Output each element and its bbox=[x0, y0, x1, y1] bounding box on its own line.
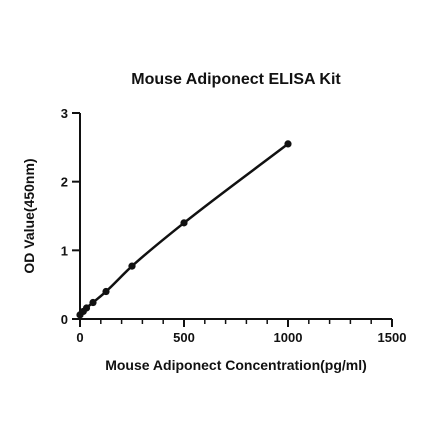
y-axis-label: OD Value(450nm) bbox=[21, 158, 37, 273]
fit-curve bbox=[79, 142, 289, 316]
chart-title: Mouse Adiponect ELISA Kit bbox=[131, 71, 341, 88]
y-axis-ticks: 0 1 2 3 bbox=[61, 106, 80, 327]
x-tick-label: 1000 bbox=[274, 330, 303, 345]
x-axis-ticks: 0 500 1000 1500 bbox=[76, 319, 406, 345]
data-point bbox=[102, 287, 110, 296]
data-point bbox=[180, 219, 188, 227]
data-point bbox=[89, 298, 97, 307]
y-tick-label: 0 bbox=[61, 312, 68, 327]
data-points bbox=[76, 140, 292, 319]
y-tick-label: 3 bbox=[61, 106, 68, 121]
data-point bbox=[128, 262, 136, 270]
data-point bbox=[284, 140, 292, 148]
x-tick-label: 500 bbox=[173, 330, 195, 345]
x-tick-label: 0 bbox=[76, 330, 83, 345]
x-tick-label: 1500 bbox=[378, 330, 407, 345]
y-tick-label: 2 bbox=[61, 175, 68, 190]
x-axis-label: Mouse Adiponect Concentration(pg/ml) bbox=[105, 357, 367, 373]
data-point bbox=[82, 304, 91, 312]
y-tick-label: 1 bbox=[61, 243, 68, 258]
